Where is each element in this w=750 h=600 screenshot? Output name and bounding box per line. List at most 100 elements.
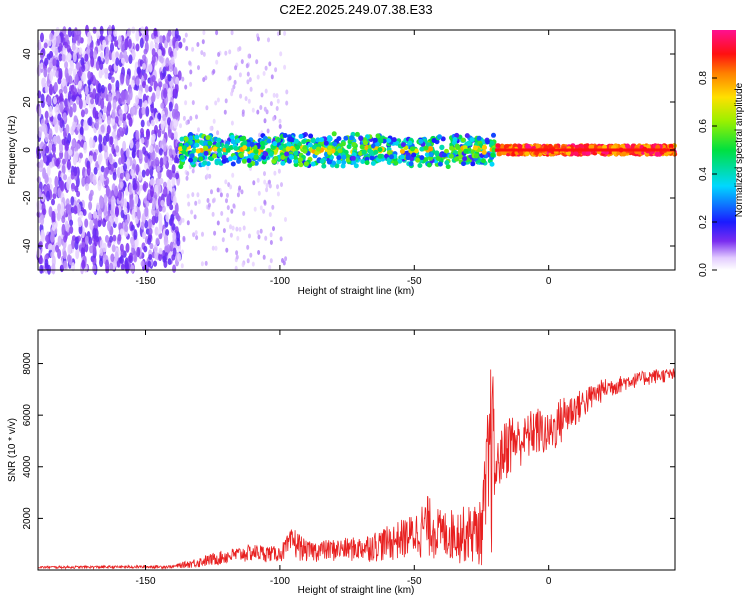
spectrogram-cell bbox=[194, 142, 200, 148]
spectrogram-cell bbox=[196, 192, 200, 198]
spectrogram-cell bbox=[150, 185, 154, 198]
spectrogram-cell bbox=[53, 81, 58, 92]
spectrogram-cell bbox=[106, 124, 111, 135]
spectrogram-cell bbox=[123, 103, 128, 114]
spectrogram-cell bbox=[150, 95, 155, 103]
spectrogram-cell bbox=[212, 153, 217, 159]
spectrogram-cell bbox=[168, 101, 173, 112]
spectrogram-cell bbox=[241, 109, 245, 115]
spectrogram-cell bbox=[367, 148, 373, 154]
spectrogram-cell bbox=[127, 38, 132, 49]
spectrogram-cell bbox=[336, 159, 342, 165]
spectrogram-cell bbox=[43, 42, 48, 49]
spectrogram-cell bbox=[103, 167, 108, 180]
spectrogram-cell bbox=[95, 118, 100, 131]
spectrogram-cell bbox=[272, 92, 276, 98]
spectrogram-cell bbox=[158, 205, 163, 212]
spectrogram-cell bbox=[230, 208, 234, 214]
spectrogram-cell bbox=[211, 245, 215, 251]
spectrogram-cell bbox=[40, 52, 44, 60]
spectrogram-cell bbox=[249, 86, 253, 92]
spectrogram-cell bbox=[215, 142, 221, 148]
spectrogram-cell bbox=[78, 47, 83, 55]
spectrogram-cell bbox=[213, 230, 217, 236]
spectrogram-cell bbox=[301, 139, 307, 145]
spectrogram-cell bbox=[225, 247, 229, 253]
spectrogram-cell bbox=[256, 109, 260, 115]
spectrogram-cell bbox=[408, 161, 414, 167]
spectrogram-cell bbox=[81, 241, 86, 248]
spectrogram-cell bbox=[159, 56, 164, 64]
spectrogram-cell bbox=[346, 144, 352, 150]
spectrogram-cell bbox=[265, 187, 269, 193]
spectrogram-cell bbox=[47, 243, 52, 251]
spectrogram-cell bbox=[138, 149, 143, 160]
spectrogram-cell bbox=[141, 106, 146, 116]
spectrogram-cell bbox=[158, 41, 163, 51]
spectrogram-cell bbox=[89, 189, 94, 197]
spectrogram-cell bbox=[111, 50, 116, 63]
spectrogram-cell bbox=[400, 142, 406, 148]
spectrogram-cell bbox=[135, 29, 140, 42]
spectrogram-cell bbox=[293, 158, 299, 164]
spectrogram-cell bbox=[159, 35, 163, 44]
spectrogram-cell bbox=[203, 145, 209, 151]
spectrogram-cell bbox=[36, 64, 41, 77]
spectrogram-cell bbox=[239, 93, 243, 99]
spectrogram-cell bbox=[319, 137, 325, 143]
spectrogram-cell bbox=[36, 202, 41, 213]
spectrogram-cell bbox=[195, 148, 201, 154]
y-tick-label: 4000 bbox=[22, 455, 33, 478]
spectrogram-cell bbox=[101, 113, 106, 121]
spectrogram-cell bbox=[151, 149, 156, 161]
spectrogram-cell bbox=[104, 68, 109, 75]
spectrogram-cell bbox=[240, 189, 244, 195]
spectrogram-cell bbox=[327, 136, 333, 142]
spectrogram-cell bbox=[263, 179, 267, 185]
spectrogram-cell bbox=[272, 149, 278, 155]
spectrogram-cell bbox=[110, 42, 114, 53]
spectrogram-cell bbox=[195, 235, 199, 241]
spectrogram-cell bbox=[242, 140, 248, 146]
spectrogram-cell bbox=[67, 244, 72, 255]
spectrogram-cell bbox=[200, 261, 204, 267]
spectrogram-cell bbox=[57, 235, 62, 247]
snr-y-ticks: 2000 4000 6000 8000 bbox=[22, 352, 675, 530]
spectrogram-cell bbox=[293, 138, 299, 144]
spectrogram-cell bbox=[59, 101, 64, 113]
spectrogram-cell bbox=[85, 183, 89, 191]
spectrogram-cell bbox=[77, 34, 82, 44]
spectrogram-cell bbox=[110, 76, 115, 83]
spectrogram-cell bbox=[212, 118, 216, 124]
spectrogram-cell bbox=[315, 146, 321, 152]
spectrogram-cell bbox=[149, 178, 154, 186]
spectrogram-cell bbox=[279, 236, 283, 242]
spectrogram-cell bbox=[228, 75, 232, 81]
spectrogram-cell bbox=[232, 155, 238, 161]
spectrogram-cell bbox=[168, 218, 173, 226]
spectrogram-cell bbox=[229, 134, 235, 140]
spectrogram-cell bbox=[177, 70, 182, 81]
spectrogram-cell bbox=[144, 162, 148, 170]
spectrogram-cell bbox=[191, 100, 195, 106]
spectrogram-cell bbox=[535, 143, 541, 149]
spectrogram-cell bbox=[256, 36, 260, 42]
spectrogram-cell bbox=[119, 254, 124, 265]
spectrogram-cell bbox=[359, 144, 365, 150]
spectrogram-cell bbox=[129, 139, 134, 149]
spectrogram-cell bbox=[219, 192, 223, 198]
spectrogram-y-axis-label: Frequency (Hz) bbox=[7, 116, 18, 185]
spectrogram-cell bbox=[226, 205, 230, 211]
spectrogram-cell bbox=[257, 190, 261, 196]
spectrogram-cell bbox=[220, 211, 224, 216]
spectrogram-cell bbox=[223, 109, 227, 115]
spectrogram-cell bbox=[334, 163, 340, 169]
spectrogram-cell bbox=[140, 127, 144, 136]
spectrogram-cell bbox=[256, 177, 260, 183]
spectrogram-cell bbox=[151, 47, 156, 57]
spectrogram-cell bbox=[123, 163, 127, 172]
spectrogram-cell bbox=[79, 211, 84, 219]
spectrogram-cell bbox=[275, 106, 279, 111]
spectrogram-cell bbox=[311, 144, 317, 150]
x-tick-label: 0 bbox=[546, 276, 552, 287]
